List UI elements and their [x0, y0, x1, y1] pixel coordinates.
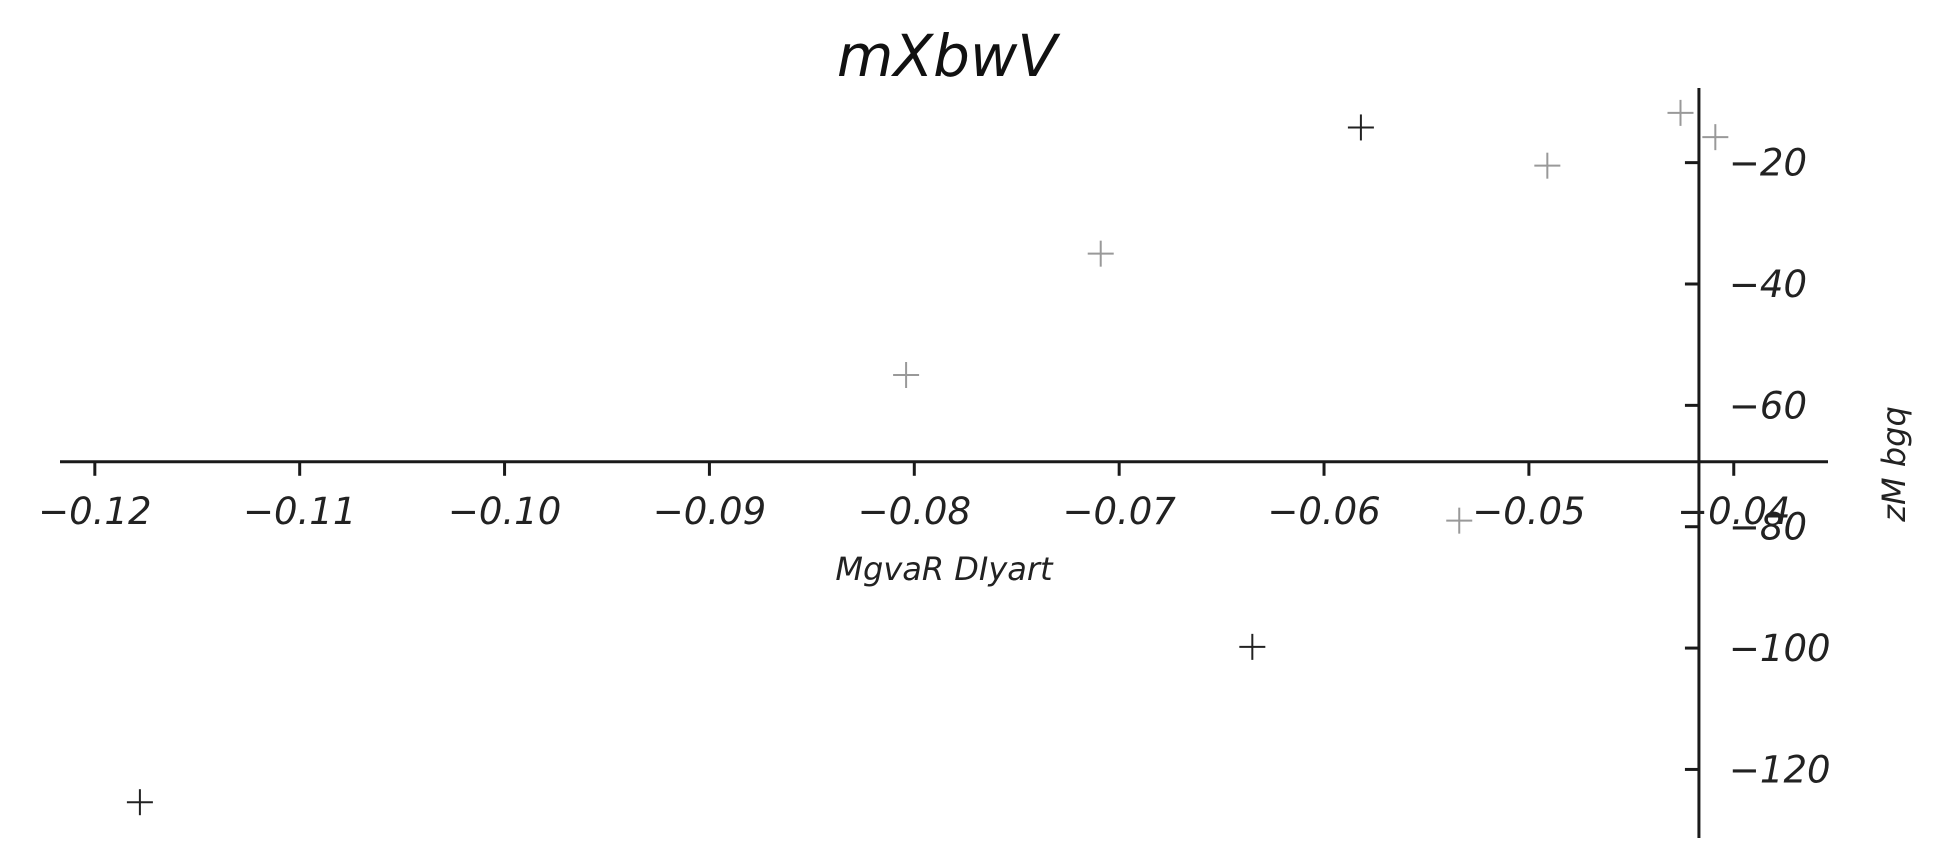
y-axis-ticks: −20 −40 −60 −80 −100 −120	[1684, 142, 1831, 791]
data-point	[1239, 633, 1266, 660]
data-point	[1446, 507, 1473, 534]
y-tick-label: −80	[1729, 506, 1807, 549]
y-tick-label: −100	[1729, 627, 1831, 670]
x-tick-label: −0.06	[1267, 490, 1380, 533]
y-tick-label: −40	[1729, 263, 1807, 306]
data-point	[1702, 124, 1729, 151]
data-point	[1347, 114, 1374, 141]
data-point	[1534, 152, 1561, 179]
x-tick-label: −0.11	[243, 490, 356, 533]
y-axis-label: zM bgq	[1875, 406, 1913, 523]
data-point	[1087, 240, 1114, 267]
y-tick-label: −120	[1729, 748, 1831, 791]
data-point	[126, 789, 153, 816]
x-tick-label: −0.09	[653, 490, 766, 533]
y-tick-label: −60	[1729, 384, 1807, 427]
data-point	[1667, 99, 1694, 126]
x-axis-ticks: −0.12 −0.11 −0.10 −0.09 −0.08 −0.07 −0.06 −0.05…	[38, 461, 1790, 533]
x-tick-label: −0.08	[858, 490, 971, 533]
x-tick-label: −0.05	[1472, 490, 1585, 533]
y-tick-label: −20	[1729, 142, 1807, 185]
data-point	[893, 362, 920, 389]
chart-title: mXbwV	[837, 22, 1061, 90]
x-tick-label: −0.10	[448, 490, 561, 533]
data-points-layer	[126, 99, 1729, 816]
x-axis-label: MgvaR DIyart	[835, 550, 1054, 588]
x-tick-label: −0.07	[1062, 490, 1176, 533]
x-tick-label: −0.12	[38, 490, 151, 533]
